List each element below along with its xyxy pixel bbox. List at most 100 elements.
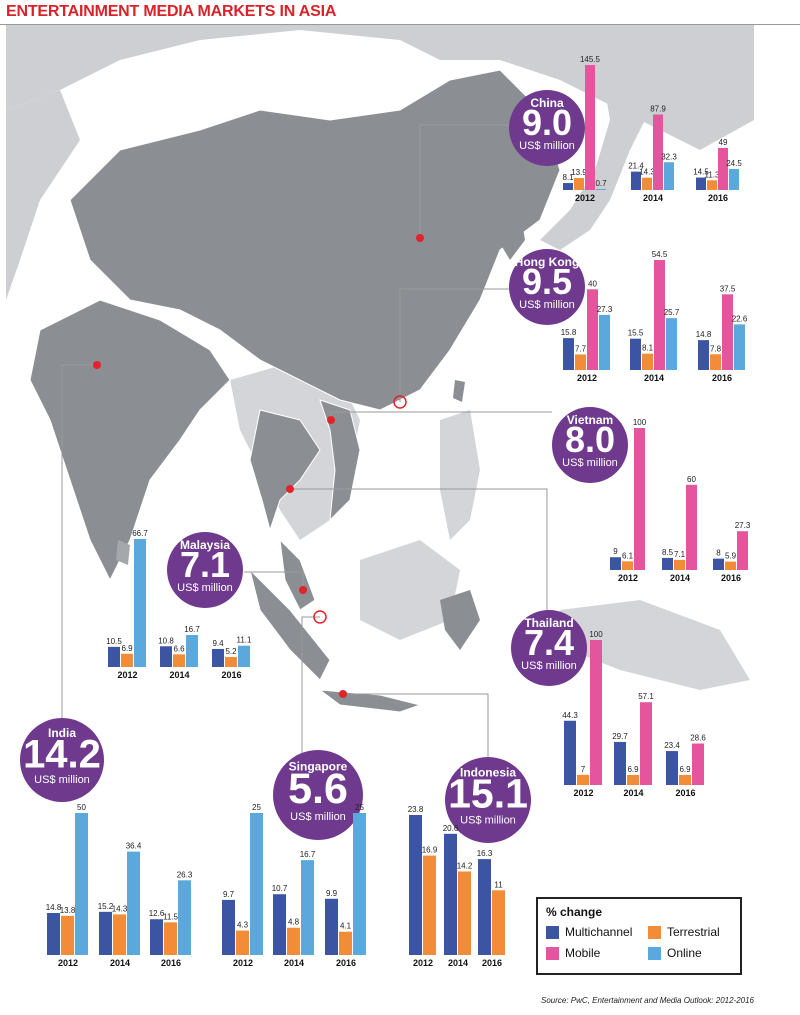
bar-indonesia-terrestrial-2012 xyxy=(423,855,436,955)
data-label: 40 xyxy=(588,279,597,288)
bar-china-mobile-2016 xyxy=(718,147,728,190)
map-landmass-japan xyxy=(540,60,650,250)
bar-singapore-terrestrial-2014 xyxy=(287,927,300,955)
data-label: 11.5 xyxy=(163,912,179,921)
bar-vietnam-multichannel-2014 xyxy=(662,557,673,570)
data-label: 15.2 xyxy=(98,902,114,911)
bar-hong-kong-terrestrial-2014 xyxy=(642,353,653,370)
bar-thailand-terrestrial-2012 xyxy=(577,774,589,785)
data-label: 25 xyxy=(252,803,261,812)
bar-singapore-online-2016 xyxy=(353,813,366,955)
data-label: 4.8 xyxy=(288,918,300,927)
connector-india xyxy=(61,364,97,725)
data-label: 11 xyxy=(494,880,503,889)
year-tick-label: 2014 xyxy=(644,373,664,383)
data-label: 11.3 xyxy=(705,170,721,179)
bar-thailand-mobile-2016 xyxy=(692,743,704,785)
connector-china xyxy=(419,124,510,238)
bar-india-multichannel-2014 xyxy=(99,911,112,955)
bar-malaysia-terrestrial-2016 xyxy=(225,657,237,667)
bar-thailand-multichannel-2016 xyxy=(666,751,678,785)
year-tick-label: 2016 xyxy=(161,958,181,968)
data-label: 14.8 xyxy=(696,330,712,339)
data-label: 54.5 xyxy=(652,250,668,259)
bar-singapore-terrestrial-2012 xyxy=(236,930,249,955)
data-label: 14.5 xyxy=(693,168,709,177)
marker-hongkong xyxy=(393,395,407,409)
year-tick-label: 2014 xyxy=(670,573,690,583)
market-unit: US$ million xyxy=(460,815,516,827)
year-tick-label: 2014 xyxy=(284,958,304,968)
bar-india-multichannel-2012 xyxy=(47,912,60,955)
legend-swatch-multichannel xyxy=(546,926,559,939)
bar-malaysia-terrestrial-2014 xyxy=(173,654,185,667)
city-markers xyxy=(93,234,424,698)
bar-malaysia-multichannel-2016 xyxy=(212,648,224,667)
data-label: 20.6 xyxy=(443,824,459,833)
map-malaysia xyxy=(279,538,316,611)
data-label: 36.4 xyxy=(126,842,142,851)
bar-vietnam-multichannel-2012 xyxy=(610,557,621,570)
legend-label-multichannel: Multichannel xyxy=(565,925,633,939)
bar-hong-kong-multichannel-2012 xyxy=(563,338,574,370)
bar-hong-kong-terrestrial-2016 xyxy=(710,354,721,370)
data-label: 9.9 xyxy=(326,889,338,898)
data-label: 23.4 xyxy=(664,741,680,750)
bar-hong-kong-multichannel-2016 xyxy=(698,340,709,370)
data-label: 4.3 xyxy=(237,921,249,930)
data-label: 15.5 xyxy=(628,329,644,338)
year-tick-label: 2014 xyxy=(110,958,130,968)
map-sumatra xyxy=(249,568,331,681)
bar-india-terrestrial-2014 xyxy=(113,914,126,955)
data-label: 23.8 xyxy=(408,805,424,814)
map-landmass-newguinea xyxy=(560,600,750,690)
marker-jakarta xyxy=(339,690,347,698)
legend-title: % change xyxy=(546,905,603,919)
data-label: 8 xyxy=(716,549,721,558)
year-tick-label: 2016 xyxy=(482,958,502,968)
map-srilanka xyxy=(116,540,130,565)
bar-malaysia-multichannel-2012 xyxy=(108,646,120,667)
legend-swatch-online xyxy=(648,947,661,960)
data-label: 16.7 xyxy=(300,850,316,859)
map-vietnam xyxy=(319,399,361,522)
bar-china-multichannel-2014 xyxy=(631,171,641,190)
bar-thailand-mobile-2014 xyxy=(640,702,652,785)
data-label: 6.1 xyxy=(622,551,634,560)
bar-china-online-2012 xyxy=(596,189,606,190)
data-label: 26.3 xyxy=(177,870,193,879)
market-value: 7.1 xyxy=(180,544,230,585)
data-label: 14.3 xyxy=(639,168,655,177)
map-landmass-west xyxy=(6,90,80,300)
data-label: 87.9 xyxy=(650,104,666,113)
data-label: 14.2 xyxy=(457,861,473,870)
map-china xyxy=(69,69,561,411)
bar-thailand-mobile-2012 xyxy=(590,640,602,785)
map-landmass-north xyxy=(6,25,754,150)
year-tick-label: 2012 xyxy=(58,958,78,968)
bar-china-terrestrial-2014 xyxy=(642,177,652,190)
market-bubble-vietnam xyxy=(552,407,628,483)
year-tick-label: 2012 xyxy=(577,373,597,383)
data-label: 7.1 xyxy=(674,550,686,559)
year-tick-label: 2012 xyxy=(117,670,137,680)
data-label: 9 xyxy=(613,547,618,556)
data-label: 12.6 xyxy=(149,909,165,918)
market-name: Malaysia xyxy=(180,538,230,552)
data-label: 5.9 xyxy=(725,552,737,561)
bar-singapore-terrestrial-2016 xyxy=(339,931,352,955)
data-label: 4.1 xyxy=(340,922,352,931)
data-label: 13.8 xyxy=(60,906,76,915)
connector-hongkong xyxy=(399,288,510,402)
year-tick-label: 2014 xyxy=(169,670,189,680)
bar-vietnam-multichannel-2016 xyxy=(713,558,724,570)
bar-china-online-2014 xyxy=(664,162,674,190)
bar-hong-kong-terrestrial-2012 xyxy=(575,354,586,370)
market-bubble-singapore xyxy=(273,750,363,840)
data-label: 44.3 xyxy=(562,711,578,720)
data-label: 15.8 xyxy=(561,328,577,337)
